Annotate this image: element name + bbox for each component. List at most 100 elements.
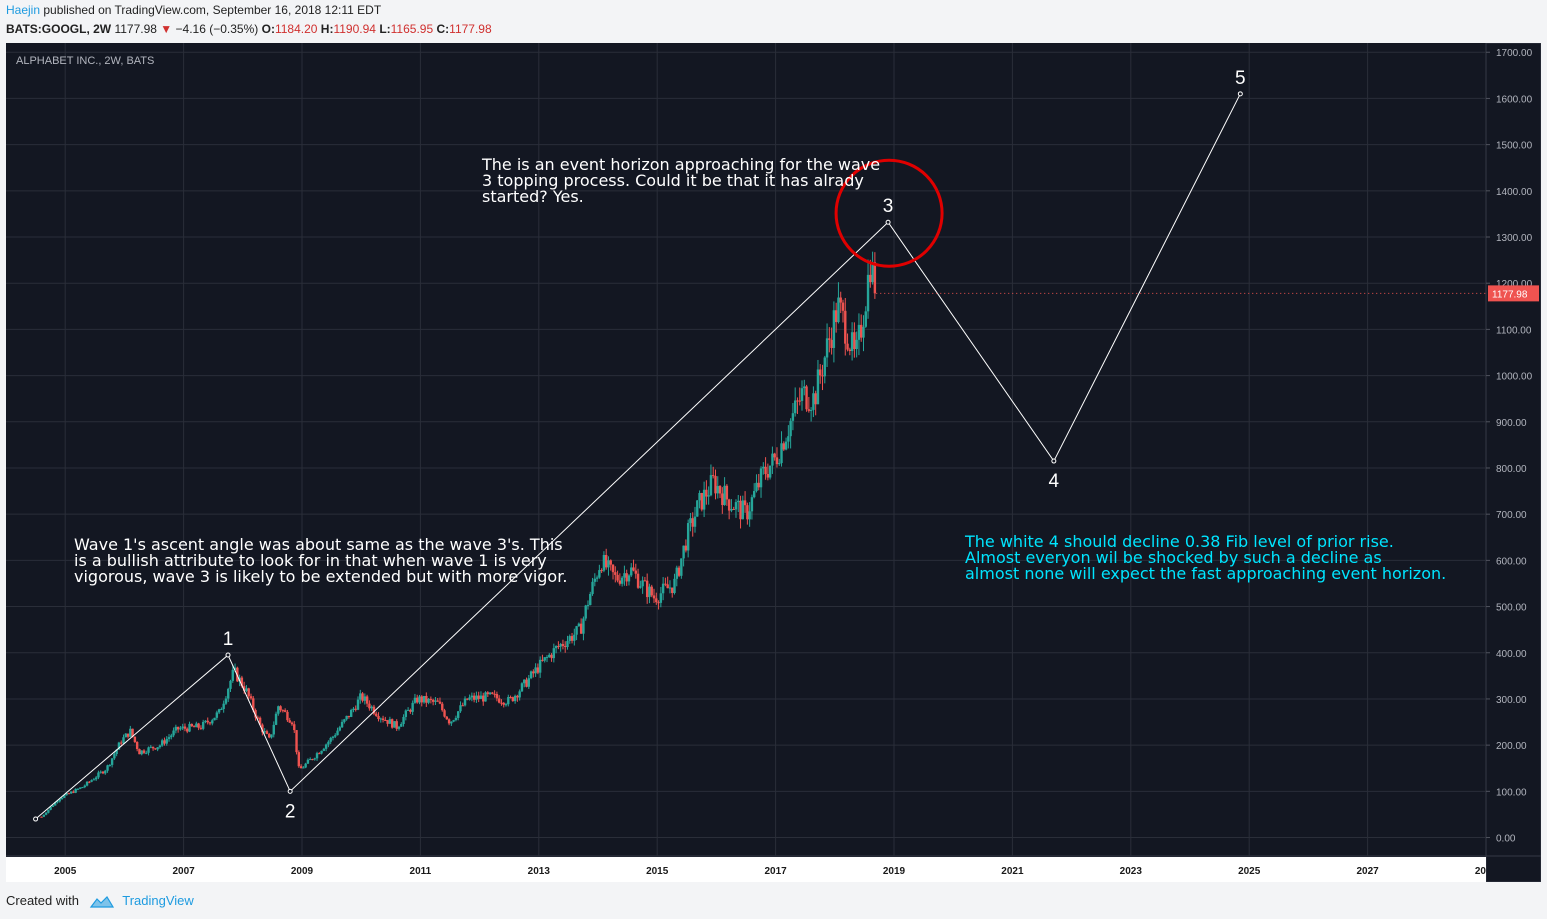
created-with-label: Created with	[6, 893, 79, 908]
time-axis-background	[6, 857, 1486, 882]
candle-body	[133, 736, 137, 743]
candle-body	[523, 679, 526, 684]
candle-body	[425, 695, 428, 703]
candle-body	[666, 584, 669, 589]
candle-body	[463, 698, 467, 706]
candle-body	[513, 695, 517, 702]
candle-body	[771, 453, 774, 466]
candle-body	[94, 777, 98, 780]
candle-body	[739, 500, 742, 520]
candle-body	[63, 795, 66, 798]
candle-body	[222, 703, 225, 710]
candle-body	[409, 709, 412, 712]
candle-body	[589, 593, 592, 606]
annotation-1-line: The is an event horizon approaching for …	[481, 155, 880, 174]
annotation-1-line: started? Yes.	[482, 187, 584, 206]
candle-body	[47, 809, 50, 813]
candle-body	[819, 369, 822, 376]
candle-body	[816, 369, 820, 405]
candle-body	[675, 567, 678, 579]
candle-body	[550, 654, 553, 659]
candle-body	[759, 468, 763, 488]
candle-body	[340, 721, 344, 728]
x-tick-label: 2015	[646, 866, 669, 877]
x-tick-label: 2005	[54, 866, 77, 877]
wave-label-5: 5	[1235, 68, 1246, 89]
candle-body	[263, 731, 266, 733]
wave-point-marker	[885, 219, 891, 225]
candle-body	[397, 726, 401, 729]
candle-body	[279, 706, 282, 711]
candle-body	[541, 659, 544, 661]
candle-body	[295, 730, 298, 753]
candle-body	[862, 326, 865, 338]
candle-body	[482, 695, 485, 702]
candle-body	[204, 720, 207, 722]
y-tick-label: 1600.00	[1496, 94, 1533, 105]
candle-body	[318, 753, 321, 755]
x-tick-label: 2013	[528, 866, 551, 877]
candle-body	[365, 696, 369, 704]
candle-body	[74, 788, 77, 793]
candle-body	[49, 806, 52, 810]
candle-body	[315, 753, 319, 759]
candle-body	[782, 443, 785, 450]
price-chart[interactable]: 1700.001600.001500.001400.001300.001200.…	[6, 42, 1542, 883]
candle-body	[154, 748, 157, 750]
candle-body	[484, 692, 487, 702]
candle-body	[825, 338, 829, 358]
candle-body	[755, 482, 758, 492]
candle-body	[384, 720, 387, 722]
candle-body	[338, 727, 341, 731]
y-tick-label: 1000.00	[1496, 372, 1533, 383]
candle-body	[445, 716, 449, 720]
candle-body	[664, 583, 667, 585]
candle-body	[723, 485, 726, 506]
candle-body	[416, 697, 419, 703]
candle-body	[814, 393, 817, 405]
candle-body	[707, 495, 710, 497]
candle-body	[85, 781, 89, 786]
y-tick-label: 800.00	[1496, 464, 1527, 475]
candle-body	[677, 567, 681, 576]
candle-body	[138, 749, 141, 755]
candle-body	[429, 698, 433, 700]
candle-body	[151, 746, 155, 749]
candle-body	[110, 758, 114, 765]
candle-body	[686, 523, 690, 551]
candle-body	[404, 710, 408, 717]
tradingview-brand-link[interactable]: TradingView	[122, 893, 194, 908]
elliott-wave-line	[35, 93, 1241, 820]
candle-body	[696, 500, 699, 517]
candle-body	[220, 709, 223, 711]
candle-body	[493, 693, 496, 695]
chart-area[interactable]: 1700.00 1600.00 1500.00 1400.00 1300.00 1200.…	[6, 42, 1542, 883]
candle-body	[413, 697, 417, 703]
wave-point-marker	[1051, 458, 1057, 464]
candle-body	[659, 593, 663, 603]
candle-body	[101, 771, 105, 774]
candle-body	[787, 436, 790, 442]
candle-body	[466, 698, 469, 700]
candle-body	[265, 731, 269, 734]
candle-body	[671, 587, 674, 594]
annotation-1-line: 3 topping process. Could it be that it h…	[482, 171, 864, 190]
candle-body	[65, 793, 68, 796]
candle-body	[174, 726, 178, 731]
x-tick-label: 20	[1475, 866, 1487, 877]
candle-body	[170, 735, 173, 738]
candle-body	[516, 695, 519, 698]
candle-body	[272, 724, 275, 735]
candle-body	[274, 713, 278, 725]
candle-body	[336, 730, 339, 736]
candle-body	[229, 680, 232, 689]
candle-body	[869, 274, 872, 283]
candle-body	[520, 683, 524, 692]
author-link[interactable]: Haejin	[6, 3, 41, 17]
candle-body	[805, 386, 808, 410]
candle-body	[593, 578, 597, 582]
candle-body	[741, 500, 745, 520]
candle-body	[245, 688, 248, 691]
candle-body	[270, 734, 273, 738]
price-axis	[1485, 42, 1542, 883]
